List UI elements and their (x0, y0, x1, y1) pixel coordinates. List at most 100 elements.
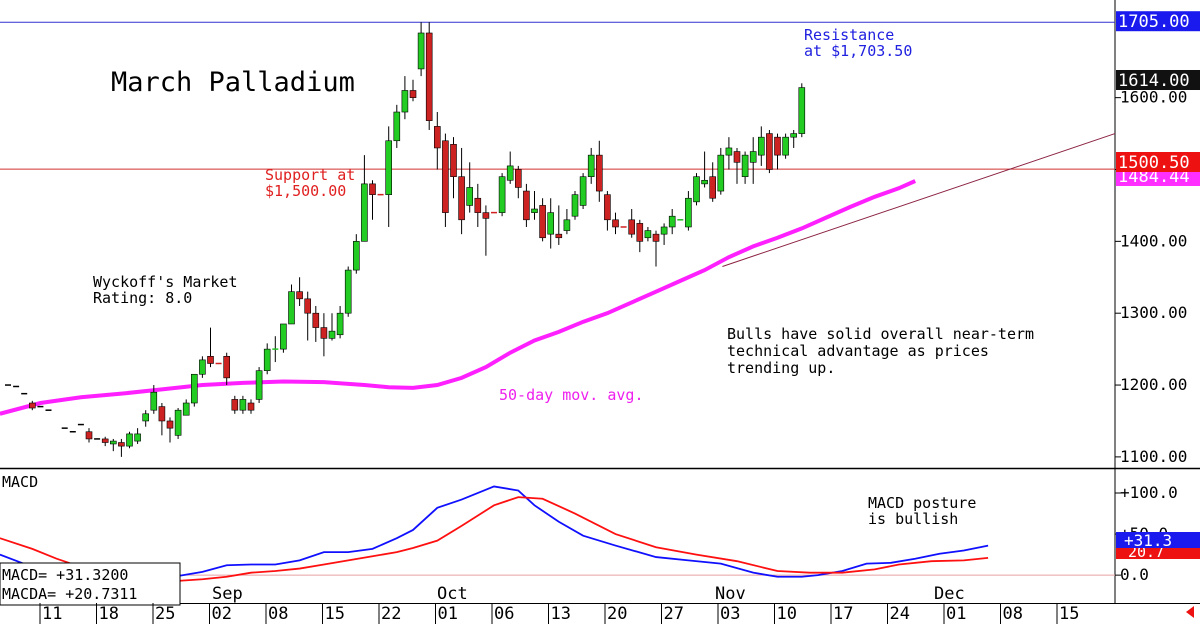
candle-body (150, 391, 158, 411)
month-label: Dec (934, 584, 965, 604)
candle-body (782, 136, 789, 156)
candle-body (223, 356, 230, 379)
last-price-tag: 1614.00 (1118, 71, 1190, 91)
candle-body (757, 136, 765, 156)
candle-body (336, 312, 344, 336)
resistance-annotation-line1: Resistance (804, 26, 894, 44)
macd-annotation-line1: MACD posture (868, 494, 976, 512)
candle-body (344, 269, 352, 314)
date-label: 08 (1003, 604, 1023, 624)
date-label: 11 (42, 604, 62, 624)
candle-body (458, 176, 465, 221)
candle-body (628, 219, 636, 235)
candle-body (126, 433, 133, 447)
macda-legend-value: MACDA= +20.7311 (2, 585, 137, 603)
candle-body (709, 176, 717, 199)
macda-tag-bg (1116, 545, 1200, 559)
date-label: 08 (268, 604, 288, 624)
price-tick-label: 1200.00 (1120, 375, 1187, 394)
price-tick-label: 1300.00 (1120, 303, 1187, 322)
candle-body (514, 169, 522, 188)
date-label: 25 (155, 604, 175, 624)
candle-body (531, 208, 538, 213)
candle-body (717, 154, 725, 192)
chart-title: March Palladium (111, 67, 355, 98)
candle-body (636, 223, 644, 242)
macd-legend-value: MACD= +31.3200 (2, 566, 128, 584)
resistance-price-tag: 1705.00 (1118, 12, 1190, 32)
candle-body (474, 197, 482, 213)
candle-body (320, 327, 328, 339)
support-annotation-line2: $1,500.00 (265, 182, 346, 200)
candle-body (231, 399, 239, 411)
candle-body (101, 438, 109, 443)
candle-body (433, 126, 441, 149)
candle-body (425, 32, 433, 121)
date-label: 18 (99, 604, 119, 624)
comment-line1: Bulls have solid overall near-term (727, 325, 1034, 343)
candle-body (239, 399, 247, 411)
candle-body (571, 194, 579, 217)
candle-body (369, 183, 376, 195)
candle-body (142, 413, 149, 422)
candle-body (263, 348, 271, 371)
resistance-annotation-line2: at $1,703.50 (804, 42, 912, 60)
candle-body (555, 233, 563, 239)
comment-line3: trending up. (727, 359, 835, 377)
date-label: 01 (946, 604, 966, 624)
date-label: 10 (777, 604, 797, 624)
date-label: 15 (325, 604, 345, 624)
resistance-price-tag-bg (1116, 11, 1200, 32)
candle-body (312, 312, 320, 328)
macd-legend-box (0, 562, 181, 606)
candle-body (482, 212, 490, 219)
candle-body (685, 197, 692, 228)
support-price-tag-bg (1116, 152, 1200, 172)
candle-body (450, 144, 457, 177)
candle-body (191, 373, 198, 404)
candle-body (701, 179, 708, 185)
date-label: 01 (438, 604, 458, 624)
macd-annotation-line2: is bullish (868, 510, 958, 528)
candle-body (579, 176, 587, 206)
candle-body (158, 406, 166, 422)
rating-annotation-line2: Rating: 8.0 (93, 289, 192, 307)
candle-body (693, 176, 700, 203)
date-label: 03 (720, 604, 740, 624)
candle-body (85, 431, 93, 440)
date-label: 22 (381, 604, 401, 624)
month-label: Sep (212, 584, 243, 604)
support-price-tag: 1500.50 (1118, 153, 1190, 173)
candle-body (652, 233, 660, 242)
candle-body (612, 219, 619, 228)
candle-body (28, 402, 36, 409)
comment-line2: technical advantage as prices (727, 342, 989, 360)
last-price-tag-bg (1116, 70, 1200, 90)
ma-annotation: 50-day mov. avg. (499, 386, 644, 404)
date-label: 15 (1059, 604, 1079, 624)
candle-body (393, 111, 401, 142)
candle-body (498, 176, 506, 213)
candle-body (182, 402, 190, 416)
candle-body (207, 356, 214, 364)
candle-body (798, 87, 806, 134)
candle-body (604, 194, 611, 221)
price-tick-label: 1600.00 (1120, 88, 1187, 107)
support-annotation-line1: Support at (265, 166, 355, 184)
candle-body (361, 183, 368, 242)
candle-body (174, 409, 182, 436)
candle-body (774, 136, 781, 156)
candle-body (166, 420, 174, 429)
candle-body (288, 291, 295, 325)
candle-body (134, 433, 141, 442)
candle-body (409, 90, 417, 98)
candle-body (385, 140, 393, 195)
candle-body (725, 147, 733, 156)
macd-tick-label: 0.0 (1120, 565, 1149, 584)
macd-title: MACD (2, 473, 38, 491)
candle-body (539, 205, 546, 239)
candle-body (255, 370, 263, 400)
candle-body (506, 165, 514, 181)
